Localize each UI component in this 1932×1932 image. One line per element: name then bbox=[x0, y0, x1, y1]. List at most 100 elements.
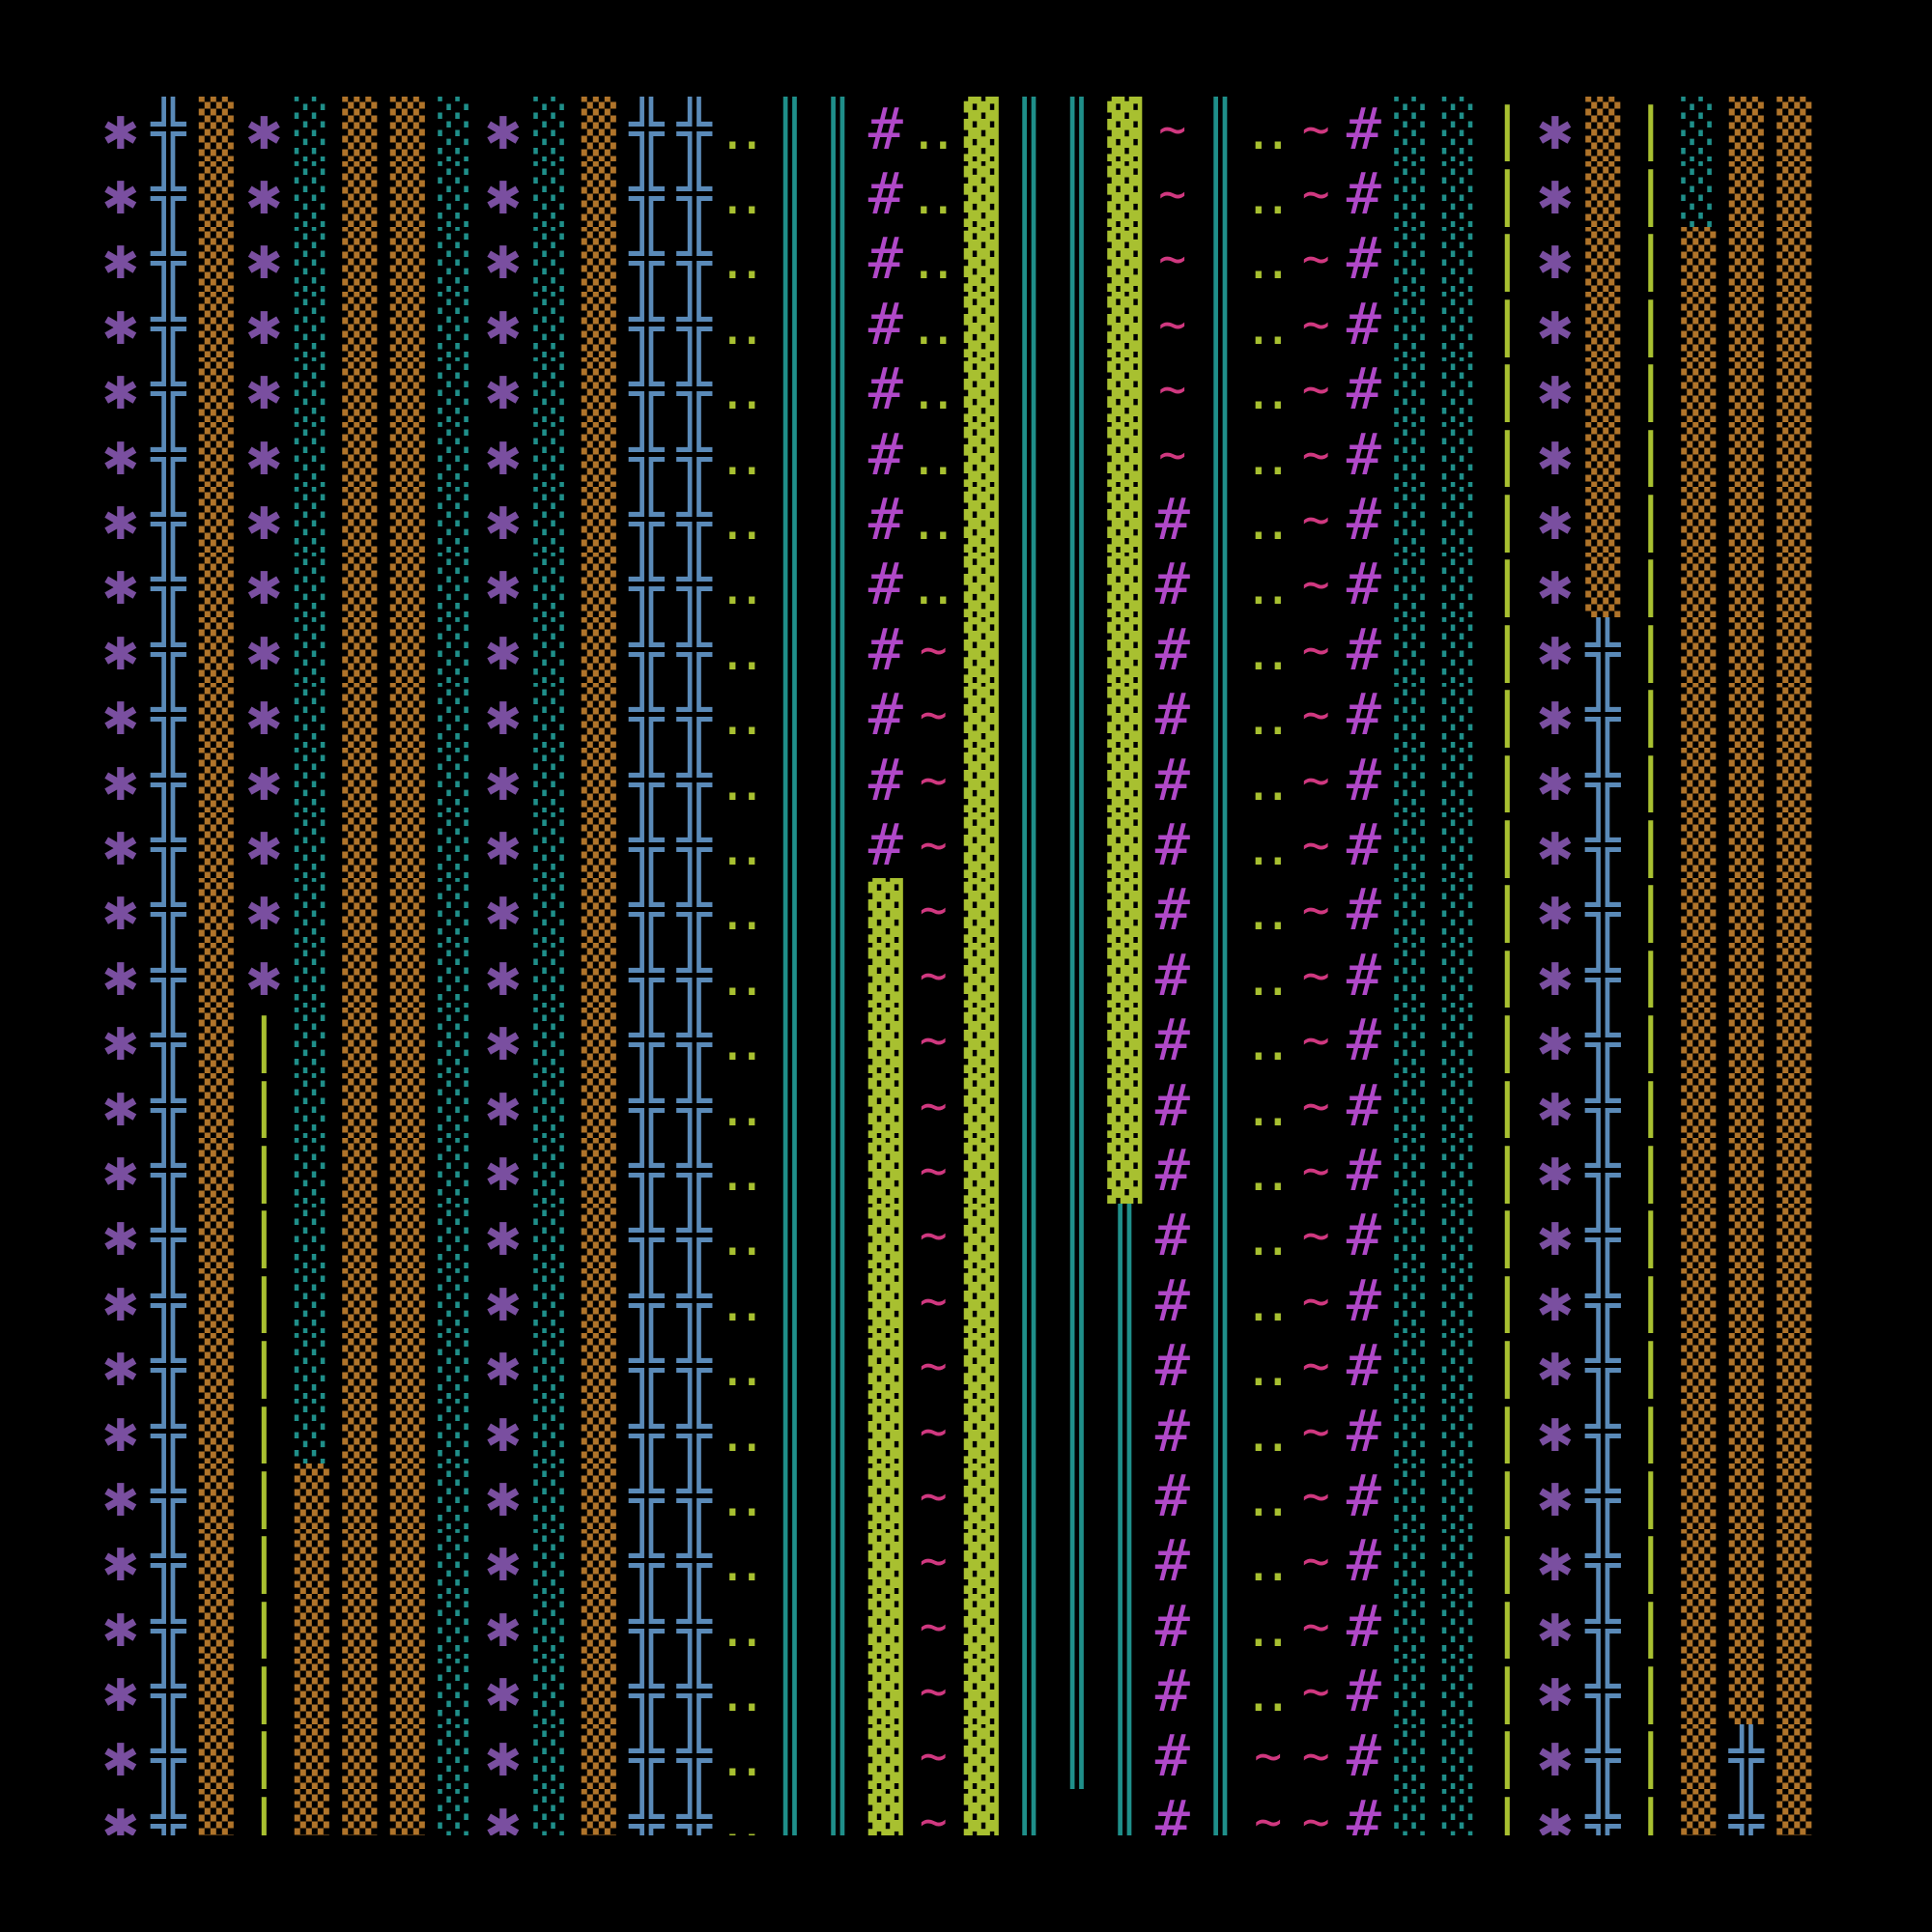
double-bar-glyph: ║ bbox=[820, 617, 856, 683]
bar-glyph: | bbox=[1490, 356, 1525, 422]
asterisk-glyph: ✱ bbox=[102, 421, 138, 488]
cross-glyph: ╬ bbox=[1585, 1203, 1621, 1269]
double-bar-glyph: ║ bbox=[772, 552, 808, 618]
asterisk-glyph: ✱ bbox=[1537, 226, 1573, 293]
bar-glyph: | bbox=[246, 1789, 282, 1835]
double-bar-glyph: ║ bbox=[1203, 877, 1238, 944]
dense-shade-glyph: ▒ bbox=[389, 1723, 425, 1790]
light-shade-glyph: ░ bbox=[533, 1659, 569, 1724]
hash-glyph: # bbox=[867, 292, 903, 357]
dense-shade-glyph: ▒ bbox=[389, 552, 425, 618]
block-glyph: ▓ bbox=[963, 1723, 999, 1790]
cross-glyph: ╬ bbox=[151, 1659, 186, 1724]
bar-glyph: | bbox=[1818, 748, 1835, 812]
dense-shade-glyph: ▒ bbox=[342, 356, 378, 422]
tilde-glyph: '~' bbox=[1293, 1468, 1341, 1523]
dense-shade-glyph: ▒ bbox=[198, 617, 234, 683]
hash-glyph: # bbox=[1346, 487, 1381, 553]
double-bar-glyph: ║ bbox=[820, 812, 856, 878]
block-glyph: ▓ bbox=[1107, 161, 1143, 227]
tilde-glyph: '~' bbox=[1293, 1534, 1341, 1589]
double-bar-glyph: ║ bbox=[1059, 1138, 1094, 1204]
light-shade-glyph: ░ bbox=[438, 1463, 473, 1529]
dense-shade-glyph: ▒ bbox=[1728, 1072, 1764, 1139]
bar-glyph: | bbox=[1633, 1528, 1668, 1594]
dense-shade-glyph: ▒ bbox=[1776, 161, 1812, 227]
hash-glyph: # bbox=[867, 97, 903, 162]
light-shade-glyph: ░ bbox=[533, 812, 569, 878]
hash-glyph: # bbox=[1154, 747, 1190, 813]
tilde-glyph: '~' bbox=[1293, 557, 1341, 612]
cross-glyph: ╬ bbox=[676, 356, 712, 422]
double-bar-glyph: ║ bbox=[820, 97, 856, 162]
light-shade-glyph: ░ bbox=[1394, 943, 1430, 1009]
dense-shade-glyph: ▒ bbox=[198, 356, 234, 422]
dots-glyph: ‥ bbox=[1248, 1333, 1288, 1399]
hash-glyph: # bbox=[1346, 356, 1381, 422]
dense-shade-glyph: ▒ bbox=[581, 1593, 616, 1660]
cross-glyph: ╬ bbox=[151, 877, 186, 944]
light-shade-glyph: ░ bbox=[1394, 1659, 1430, 1724]
double-bar-glyph: ║ bbox=[820, 552, 856, 618]
hash-glyph: # bbox=[1154, 1789, 1190, 1835]
bar-glyph: | bbox=[1633, 1268, 1668, 1334]
dense-shade-glyph: ▒ bbox=[581, 943, 616, 1009]
light-shade-glyph: ░ bbox=[294, 1333, 329, 1399]
dense-shade-glyph: ▒ bbox=[1728, 1203, 1764, 1269]
double-bar-glyph: ║ bbox=[772, 1333, 808, 1399]
tilde-glyph: '~' bbox=[910, 1534, 958, 1589]
double-bar-glyph: ║ bbox=[1059, 292, 1094, 357]
dense-shade-glyph: ▒ bbox=[1681, 617, 1717, 683]
block-glyph: ▓ bbox=[963, 682, 999, 748]
light-shade-glyph: ░ bbox=[1394, 617, 1430, 683]
double-bar-glyph: ║ bbox=[772, 1789, 808, 1835]
dense-shade-glyph: ▒ bbox=[1681, 1203, 1717, 1269]
double-bar-glyph: ║ bbox=[1203, 226, 1238, 293]
asterisk-glyph: ✱ bbox=[1537, 1203, 1573, 1269]
light-shade-glyph: ░ bbox=[294, 617, 329, 683]
block-glyph: ▓ bbox=[963, 421, 999, 488]
block-glyph: ▓ bbox=[1107, 226, 1143, 293]
hash-glyph: # bbox=[1346, 1463, 1381, 1529]
tilde-glyph: '~' bbox=[1293, 1729, 1341, 1784]
dense-shade-glyph: ▒ bbox=[1776, 356, 1812, 422]
double-bar-glyph: ║ bbox=[1203, 1723, 1238, 1790]
light-shade-glyph: ░ bbox=[1441, 292, 1477, 357]
asterisk-glyph: ✱ bbox=[102, 682, 138, 748]
double-bar-glyph: ║ bbox=[1203, 1528, 1238, 1594]
cross-glyph: ╬ bbox=[1585, 617, 1621, 683]
bar-glyph: | bbox=[1633, 877, 1668, 944]
block-glyph: ▓ bbox=[867, 1008, 903, 1073]
dense-shade-glyph: ▒ bbox=[342, 226, 378, 293]
asterisk-glyph: ✱ bbox=[102, 1723, 138, 1790]
dots-glyph: ‥ bbox=[723, 1398, 762, 1464]
bar-glyph: | bbox=[1490, 1528, 1525, 1594]
double-bar-glyph: ║ bbox=[1011, 97, 1047, 162]
asterisk-glyph: ✱ bbox=[1537, 617, 1573, 683]
empty-cell bbox=[1818, 1399, 1835, 1463]
double-bar-glyph: ║ bbox=[820, 1398, 856, 1464]
dots-glyph: ‥ bbox=[1248, 943, 1288, 1009]
double-bar-glyph: ║ bbox=[820, 161, 856, 227]
double-bar-glyph: ║ bbox=[820, 1008, 856, 1073]
double-bar-glyph: ║ bbox=[820, 1138, 856, 1204]
double-bar-glyph: ║ bbox=[1203, 747, 1238, 813]
empty-cell bbox=[1818, 1659, 1835, 1723]
cross-glyph: ╬ bbox=[676, 552, 712, 618]
dense-shade-glyph: ▒ bbox=[389, 1072, 425, 1139]
dense-shade-glyph: ▒ bbox=[198, 1138, 234, 1204]
bar-glyph: | bbox=[246, 1008, 282, 1073]
bar-glyph: | bbox=[1818, 1073, 1835, 1138]
block-glyph: ▓ bbox=[1107, 747, 1143, 813]
dots-glyph: ‥ bbox=[1248, 1008, 1288, 1073]
dots-glyph: ‥ bbox=[1248, 1593, 1288, 1660]
bar-glyph: | bbox=[1818, 422, 1835, 487]
dense-shade-glyph: ▒ bbox=[581, 1659, 616, 1724]
cross-glyph: ╬ bbox=[151, 1008, 186, 1073]
cross-glyph: ╬ bbox=[151, 356, 186, 422]
double-bar-glyph: ║ bbox=[1011, 421, 1047, 488]
double-bar-glyph: ║ bbox=[1107, 1398, 1143, 1464]
light-shade-glyph: ░ bbox=[438, 292, 473, 357]
bar-glyph: | bbox=[246, 1463, 282, 1529]
light-shade-glyph: ░ bbox=[1441, 1659, 1477, 1724]
